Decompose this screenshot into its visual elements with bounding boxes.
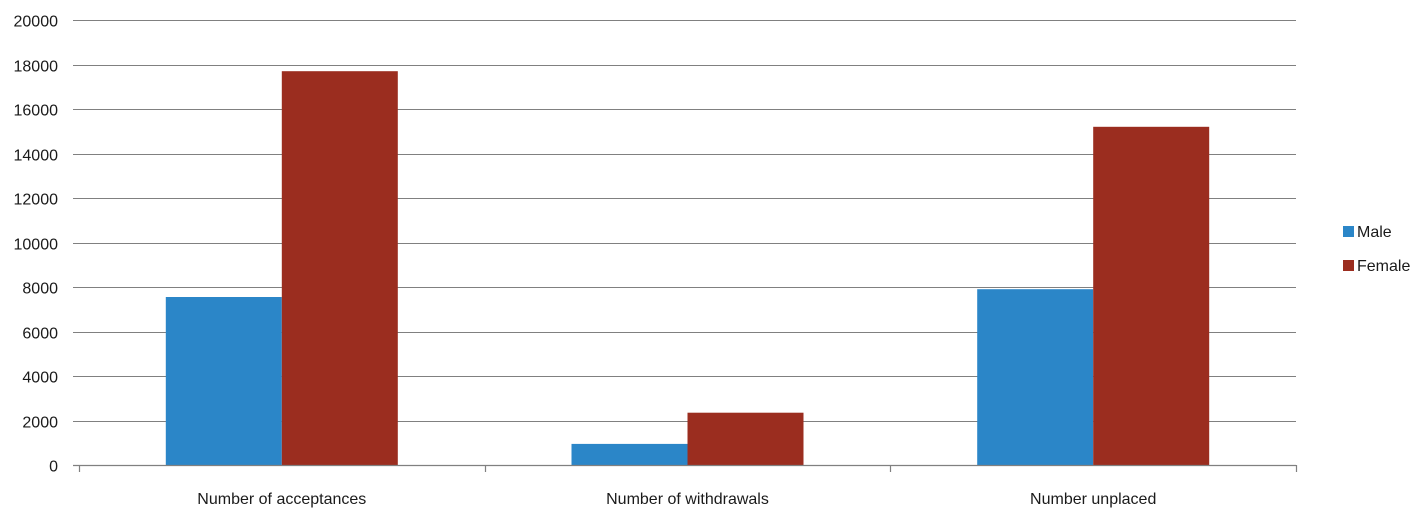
y-tick-label: 6000 [22,326,58,343]
bars [165,71,1210,466]
bar-male-1 [165,297,282,465]
bar-female-2 [687,412,804,465]
y-tick-label: 16000 [14,103,59,120]
y-tick-label: 4000 [22,370,58,387]
legend-label-male: Male [1357,224,1392,241]
y-tick-label: 8000 [22,281,58,298]
legend: Male Female [1343,224,1410,275]
bar-male-2 [571,443,688,465]
bar-female-3 [1093,126,1210,466]
y-tick-label: 12000 [14,192,59,209]
legend-swatch-female [1343,260,1354,271]
y-tick-label: 10000 [14,237,59,254]
x-axis [73,464,1298,472]
y-tick-label: 18000 [14,59,59,76]
y-tick-label: 0 [49,459,58,476]
y-tick-label: 2000 [22,415,58,432]
x-category-label: Number of acceptances [197,491,366,508]
bar-male-3 [977,289,1094,465]
x-category-label: Number unplaced [1030,491,1156,508]
legend-label-female: Female [1357,258,1410,275]
y-tick-label: 20000 [14,14,59,31]
y-axis-tick-labels: 0 2000 4000 6000 8000 10000 12000 14000 16000 180… [14,14,59,476]
x-axis-category-labels: Number of acceptances Number of withdrawa… [197,491,1156,508]
y-tick-label: 14000 [14,148,59,165]
bar-female-1 [281,71,398,465]
legend-swatch-male [1343,226,1354,237]
x-category-label: Number of withdrawals [606,491,769,508]
